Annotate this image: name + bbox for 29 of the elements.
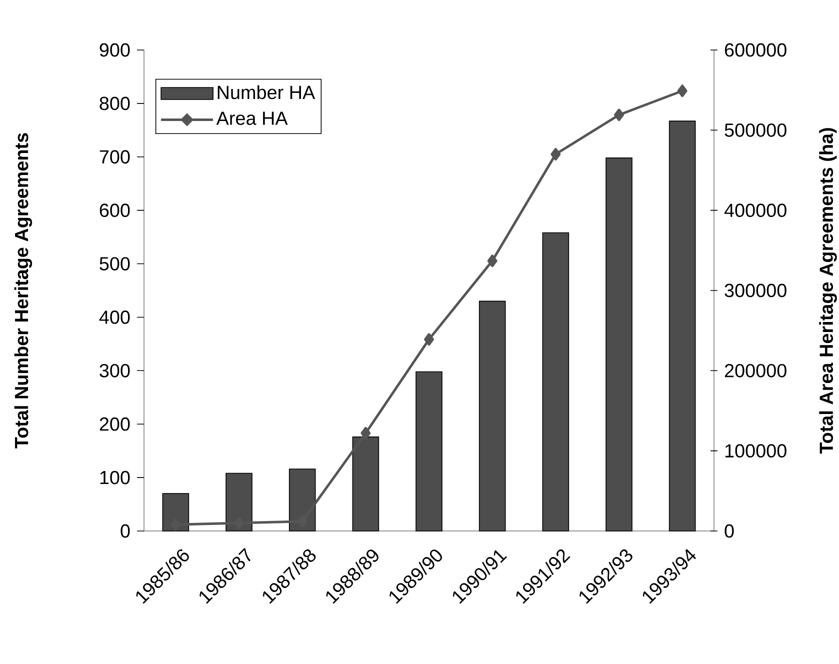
point	[614, 108, 624, 122]
y2-tick-label: 200000	[724, 364, 786, 378]
y2-tick-label: 400000	[724, 204, 786, 218]
point	[424, 333, 434, 346]
y-tick-label: 100	[100, 470, 130, 484]
legend-label: Area HA	[216, 112, 288, 125]
point	[487, 254, 498, 268]
legend-label: Number HA	[218, 85, 316, 100]
y2-tick-label: 300000	[724, 284, 786, 298]
y2-tick-label: 500000	[724, 123, 786, 137]
y-tick-label: 0	[120, 524, 130, 538]
y-tick-label: 700	[100, 150, 130, 164]
y-tick-label: 400	[99, 310, 130, 324]
y-tick-label: 900	[100, 43, 130, 57]
y2-axis-title: Total Area Heritage Agreements (ha)	[819, 128, 837, 454]
y2-tick-label: 100000	[725, 444, 786, 458]
point	[234, 516, 244, 530]
y-axis-title: Total Number Heritage Agreements	[14, 133, 32, 448]
point	[360, 426, 371, 440]
point	[677, 84, 688, 98]
y-tick-label: 600	[100, 204, 130, 218]
y-tick-label: 800	[100, 96, 130, 110]
point	[550, 148, 561, 160]
y-tick-label: 300	[100, 364, 130, 378]
y2-tick-label: 0	[724, 524, 734, 538]
y-tick-label: 200	[100, 417, 130, 431]
y-tick-label: 500	[100, 257, 130, 270]
y2-tick-label: 600000	[724, 43, 786, 57]
point	[170, 518, 181, 531]
